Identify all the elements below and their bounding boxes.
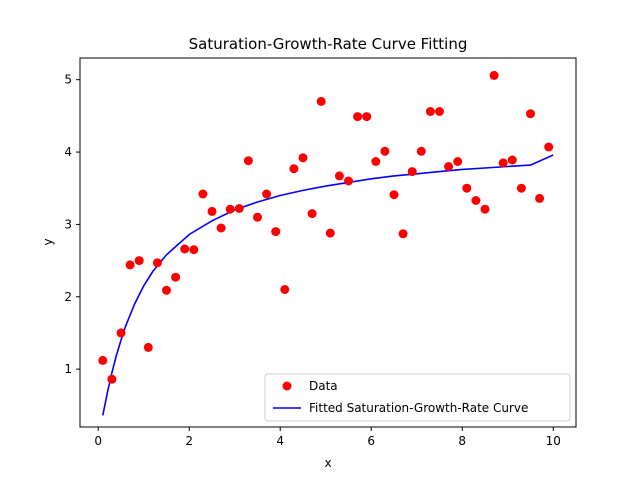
data-point bbox=[353, 112, 363, 122]
data-point bbox=[444, 162, 454, 171]
data-point bbox=[380, 146, 390, 156]
data-point bbox=[125, 260, 135, 270]
legend-label-data: Data bbox=[309, 379, 338, 393]
data-point bbox=[362, 112, 372, 122]
data-point bbox=[425, 107, 435, 116]
data-point bbox=[498, 158, 508, 168]
data-point bbox=[407, 167, 417, 177]
legend: Data Fitted Saturation-Growth-Rate Curve bbox=[264, 373, 571, 422]
x-axis-label: x bbox=[324, 456, 331, 470]
data-point bbox=[334, 171, 344, 181]
x-tick-label: 0 bbox=[94, 434, 102, 448]
legend-box bbox=[264, 373, 571, 422]
data-point bbox=[526, 109, 535, 119]
data-point bbox=[398, 229, 408, 239]
data-point bbox=[307, 209, 317, 219]
data-point bbox=[262, 189, 272, 199]
data-point bbox=[325, 228, 335, 238]
plot-area bbox=[98, 70, 554, 416]
data-point bbox=[298, 153, 308, 163]
data-point bbox=[544, 142, 554, 152]
data-point bbox=[371, 157, 381, 166]
data-point bbox=[280, 285, 290, 294]
data-point bbox=[216, 223, 226, 233]
data-point bbox=[98, 355, 108, 365]
data-point bbox=[271, 227, 281, 237]
data-point bbox=[416, 146, 426, 156]
y-tick-label: 1 bbox=[64, 362, 72, 376]
data-point bbox=[180, 244, 190, 254]
data-point bbox=[116, 328, 126, 338]
y-tick-label: 5 bbox=[64, 73, 72, 87]
data-point bbox=[152, 258, 162, 268]
x-tick-label: 2 bbox=[185, 434, 193, 448]
legend-marker-data bbox=[282, 381, 292, 391]
y-axis-label: y bbox=[41, 238, 55, 245]
y-tick-label: 3 bbox=[64, 217, 72, 231]
data-point bbox=[189, 245, 199, 255]
data-point bbox=[462, 183, 472, 193]
data-point bbox=[107, 374, 117, 384]
data-point bbox=[471, 196, 481, 205]
data-point bbox=[535, 193, 545, 203]
data-point bbox=[253, 212, 262, 222]
data-point bbox=[207, 206, 217, 216]
data-point bbox=[489, 70, 499, 80]
data-point bbox=[198, 189, 208, 199]
x-tick-label: 6 bbox=[367, 434, 375, 448]
data-point bbox=[171, 272, 181, 282]
data-point bbox=[480, 204, 490, 214]
y-tick-label: 2 bbox=[64, 290, 72, 304]
data-point bbox=[243, 156, 253, 166]
plot-frame bbox=[79, 57, 577, 428]
x-tick-label: 4 bbox=[276, 434, 284, 448]
data-point bbox=[143, 342, 153, 352]
data-point bbox=[389, 190, 399, 200]
data-point bbox=[316, 96, 326, 106]
data-point bbox=[162, 285, 171, 295]
data-point bbox=[289, 164, 299, 174]
data-point bbox=[453, 157, 463, 166]
legend-label-fit: Fitted Saturation-Growth-Rate Curve bbox=[309, 401, 528, 415]
chart-title: Saturation-Growth-Rate Curve Fitting bbox=[189, 35, 468, 53]
data-point bbox=[344, 176, 353, 186]
data-point bbox=[507, 155, 517, 165]
data-point bbox=[225, 204, 235, 214]
y-tick-label: 4 bbox=[64, 145, 72, 159]
data-point bbox=[234, 204, 244, 213]
data-point bbox=[435, 107, 444, 116]
data-point bbox=[134, 256, 144, 266]
data-point bbox=[516, 183, 526, 193]
x-tick-label: 10 bbox=[546, 434, 561, 448]
x-tick-label: 8 bbox=[458, 434, 466, 448]
